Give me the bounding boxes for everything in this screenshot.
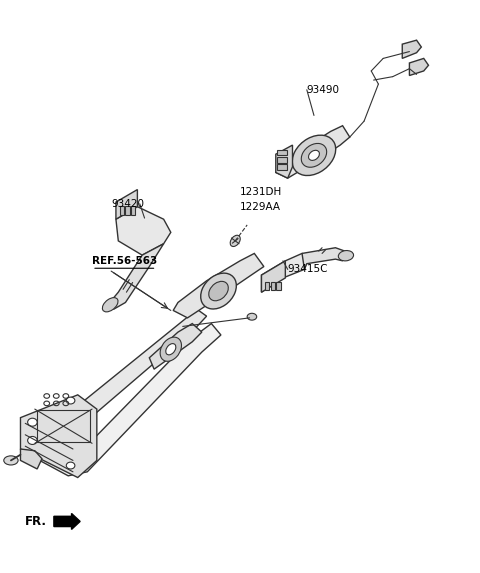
Ellipse shape (309, 150, 319, 160)
Text: 93420: 93420 (111, 199, 144, 209)
Ellipse shape (292, 135, 336, 175)
Polygon shape (116, 207, 171, 255)
Ellipse shape (4, 456, 18, 465)
Text: 93415C: 93415C (288, 264, 328, 274)
Polygon shape (262, 253, 307, 292)
Text: FR.: FR. (25, 515, 47, 528)
Bar (277, 150, 287, 155)
Ellipse shape (66, 462, 75, 469)
Ellipse shape (28, 418, 37, 426)
Polygon shape (276, 125, 350, 178)
Ellipse shape (301, 143, 327, 167)
Text: REF.56-563: REF.56-563 (92, 256, 157, 266)
Polygon shape (21, 395, 97, 477)
Polygon shape (402, 40, 421, 58)
Polygon shape (116, 190, 137, 219)
Polygon shape (262, 261, 285, 292)
Text: 1229AA: 1229AA (240, 202, 281, 211)
Polygon shape (149, 324, 202, 369)
Text: 93490: 93490 (307, 85, 340, 95)
Ellipse shape (166, 344, 176, 355)
Ellipse shape (230, 236, 240, 246)
Text: 1231DH: 1231DH (240, 187, 282, 198)
Polygon shape (173, 253, 264, 318)
Bar (271, 282, 275, 291)
Polygon shape (276, 145, 292, 178)
Ellipse shape (28, 437, 37, 445)
Polygon shape (302, 248, 345, 269)
Polygon shape (39, 324, 221, 476)
Polygon shape (111, 244, 164, 309)
Bar (125, 206, 130, 215)
Bar (277, 157, 287, 163)
Ellipse shape (209, 281, 228, 301)
Bar (120, 206, 124, 215)
Bar (276, 282, 281, 291)
FancyArrow shape (54, 513, 80, 529)
Bar (131, 206, 135, 215)
Ellipse shape (66, 397, 75, 404)
Bar (277, 164, 287, 170)
Bar (265, 282, 269, 291)
Polygon shape (49, 309, 206, 445)
Ellipse shape (160, 337, 181, 362)
Ellipse shape (102, 297, 118, 312)
Polygon shape (21, 449, 42, 469)
Ellipse shape (201, 273, 236, 309)
Ellipse shape (338, 250, 354, 261)
Polygon shape (409, 58, 429, 76)
Bar (37, 410, 90, 442)
Ellipse shape (247, 313, 257, 320)
